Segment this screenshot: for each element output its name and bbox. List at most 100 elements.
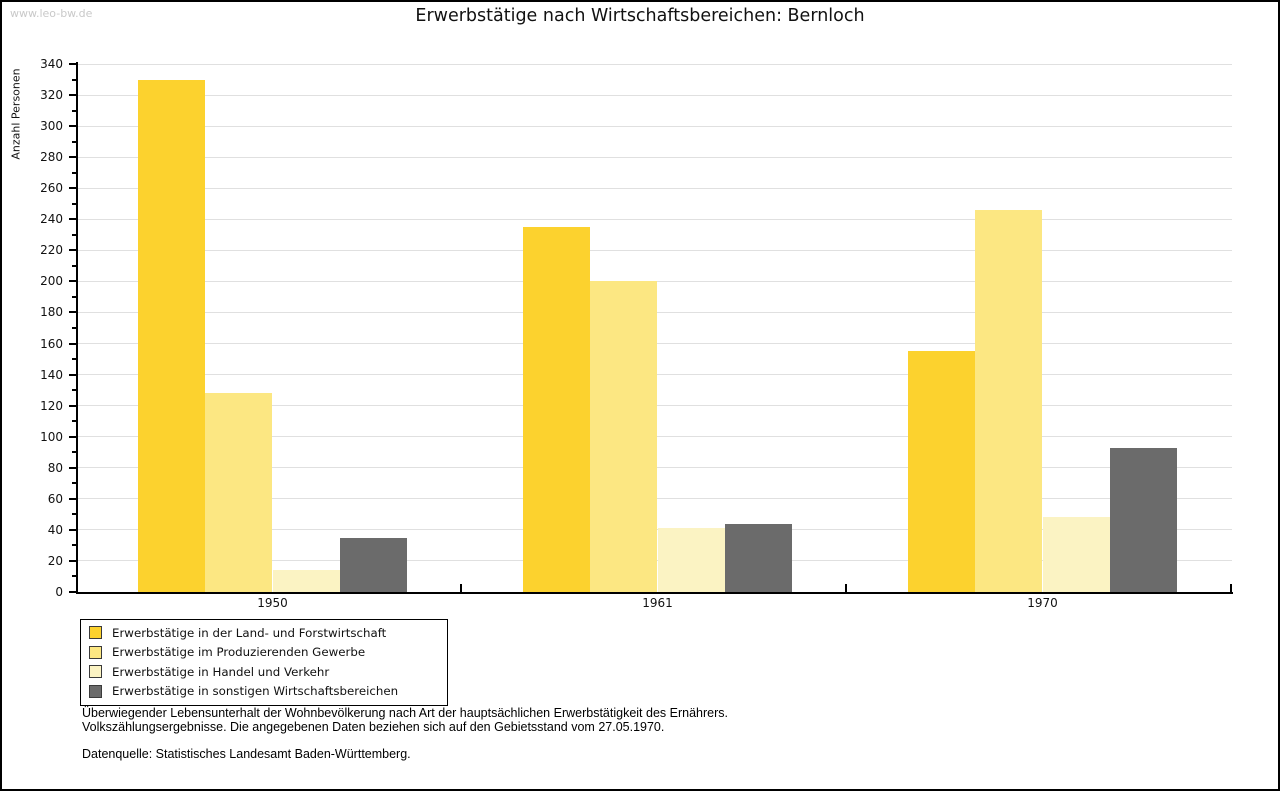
y-tick-240 — [69, 218, 76, 221]
bar-1970-series2 — [975, 209, 1043, 592]
x-label-1970: 1970 — [1027, 596, 1058, 610]
footnote-line1: Überwiegender Lebensunterhalt der Wohnbe… — [82, 706, 728, 720]
legend-list: Erwerbstätige in der Land- und Forstwirt… — [81, 623, 447, 701]
gridline-280 — [77, 156, 1232, 158]
y-axis: 0 20 40 60 80 100 120 140 160 180 200 220 240 260 280 3… — [2, 57, 76, 599]
y-tick-260 — [69, 187, 76, 190]
bar-1950-series3 — [272, 570, 340, 592]
y-tick-label-220: 220 — [40, 243, 63, 258]
gridline-220 — [77, 249, 1232, 251]
bar-1950-series2 — [205, 393, 273, 592]
y-tick-minor-150 — [72, 358, 76, 361]
y-tick-label-140: 140 — [40, 367, 63, 382]
y-tick-label-40: 40 — [47, 522, 63, 537]
y-tick-minor-190 — [72, 295, 76, 298]
x-axis-divider-2 — [845, 584, 847, 592]
x-axis-divider-3 — [1230, 584, 1232, 592]
legend-swatch-1 — [89, 626, 102, 640]
footnote: Überwiegender Lebensunterhalt der Wohnbe… — [82, 706, 728, 762]
y-tick-label-60: 60 — [47, 491, 63, 506]
y-tick-label-300: 300 — [40, 119, 63, 134]
bar-1970-series1 — [907, 351, 976, 592]
y-tick-label-320: 320 — [40, 88, 63, 103]
bar-1970-series4 — [1109, 447, 1178, 592]
gridline-300 — [77, 125, 1232, 127]
y-tick-20 — [69, 559, 76, 562]
plot-area: 1950 1961 1970 — [77, 63, 1232, 610]
y-tick-minor-290 — [72, 140, 76, 143]
y-tick-120 — [69, 404, 76, 407]
y-tick-minor-10 — [72, 575, 76, 578]
y-tick-label-20: 20 — [47, 553, 63, 568]
y-tick-minor-90 — [72, 451, 76, 454]
bar-1961-series3 — [657, 528, 725, 592]
chart-title: Erwerbstätige nach Wirtschaftsbereichen:… — [415, 6, 865, 26]
bar-1970-series3 — [1042, 517, 1110, 592]
y-tick-180 — [69, 311, 76, 314]
y-tick-300 — [69, 125, 76, 128]
legend-item-2: Erwerbstätige im Produzierenden Gewerbe — [81, 643, 447, 663]
y-tick-minor-50 — [72, 513, 76, 516]
y-tick-280 — [69, 156, 76, 159]
y-tick-200 — [69, 280, 76, 283]
y-tick-minor-210 — [72, 264, 76, 267]
legend-item-4: Erwerbstätige in sonstigen Wirtschaftsbe… — [81, 682, 447, 702]
x-axis-divider-1 — [460, 584, 462, 592]
y-tick-60 — [69, 497, 76, 500]
bar-1961-series2 — [590, 281, 658, 592]
x-label-1950: 1950 — [257, 596, 288, 610]
y-tick-label-340: 340 — [40, 57, 63, 71]
x-axis-line — [76, 592, 1233, 594]
legend-label-2: Erwerbstätige im Produzierenden Gewerbe — [112, 645, 366, 660]
y-tick-140 — [69, 373, 76, 376]
legend: Erwerbstätige in der Land- und Forstwirt… — [80, 619, 448, 706]
legend-swatch-4 — [89, 684, 102, 698]
y-tick-minor-250 — [72, 202, 76, 205]
y-tick-label-120: 120 — [40, 398, 63, 413]
y-tick-minor-310 — [72, 109, 76, 112]
y-tick-minor-270 — [72, 171, 76, 174]
legend-item-1: Erwerbstätige in der Land- und Forstwirt… — [81, 623, 447, 643]
y-tick-320 — [69, 94, 76, 97]
bar-1961-series4 — [724, 523, 793, 592]
y-tick-minor-130 — [72, 389, 76, 392]
legend-label-3: Erwerbstätige in Handel und Verkehr — [112, 664, 330, 679]
watermark: www.leo-bw.de — [10, 7, 93, 20]
legend-label-4: Erwerbstätige in sonstigen Wirtschaftsbe… — [112, 684, 399, 699]
y-tick-minor-110 — [72, 420, 76, 423]
y-tick-label-80: 80 — [47, 460, 63, 475]
y-tick-340 — [69, 63, 76, 65]
gridline-340 — [77, 63, 1232, 65]
legend-swatch-2 — [89, 645, 102, 659]
bar-1961-series1 — [522, 227, 591, 592]
y-tick-minor-70 — [72, 482, 76, 485]
bar-1950-series1 — [137, 79, 206, 592]
legend-label-1: Erwerbstätige in der Land- und Forstwirt… — [112, 625, 387, 640]
bar-1950-series4 — [339, 537, 408, 592]
y-tick-label-0: 0 — [55, 585, 63, 599]
y-axis-line — [76, 62, 78, 594]
legend-swatch-3 — [89, 665, 102, 679]
gridline-260 — [77, 187, 1232, 189]
y-tick-label-280: 280 — [40, 150, 63, 165]
x-label-1961: 1961 — [642, 596, 673, 610]
y-tick-label-240: 240 — [40, 212, 63, 227]
y-tick-0 — [69, 591, 76, 593]
gridline-320 — [77, 94, 1232, 96]
gridline-240 — [77, 218, 1232, 220]
y-tick-label-180: 180 — [40, 305, 63, 320]
y-tick-minor-30 — [72, 544, 76, 547]
y-tick-220 — [69, 249, 76, 252]
y-tick-100 — [69, 435, 76, 438]
legend-item-3: Erwerbstätige in Handel und Verkehr — [81, 662, 447, 682]
footnote-line2: Volkszählungsergebnisse. Die angegebenen… — [82, 719, 665, 734]
y-tick-40 — [69, 528, 76, 531]
data-source: Datenquelle: Statistisches Landesamt Bad… — [82, 747, 411, 761]
y-tick-label-100: 100 — [40, 429, 63, 444]
y-tick-minor-230 — [72, 233, 76, 236]
y-tick-label-160: 160 — [40, 336, 63, 351]
y-tick-label-260: 260 — [40, 181, 63, 196]
y-tick-160 — [69, 342, 76, 345]
y-tick-minor-170 — [72, 327, 76, 329]
